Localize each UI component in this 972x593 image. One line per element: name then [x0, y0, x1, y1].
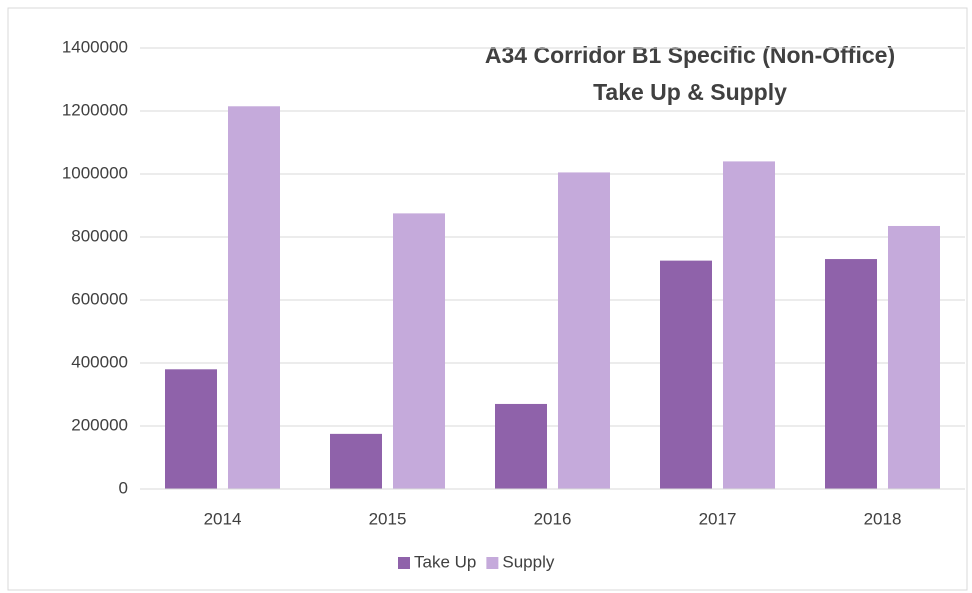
- chart-title: Take Up & Supply: [593, 79, 787, 105]
- bar: [723, 161, 775, 489]
- bar: [825, 259, 877, 489]
- bar: [888, 225, 940, 489]
- y-tick-label: 0: [119, 478, 128, 497]
- bar: [660, 260, 712, 489]
- y-tick-label: 800000: [71, 226, 128, 245]
- legend-label: Supply: [502, 552, 554, 571]
- x-tick-label: 2015: [369, 509, 407, 528]
- bar: [165, 369, 217, 489]
- y-tick-label: 400000: [71, 352, 128, 371]
- y-tick-label: 600000: [71, 289, 128, 308]
- chart-border: [7, 7, 968, 591]
- y-tick-label: 1000000: [62, 163, 128, 182]
- bar: [228, 106, 280, 490]
- legend-swatch: [398, 557, 410, 569]
- y-tick-label: 200000: [71, 415, 128, 434]
- x-tick-label: 2016: [534, 509, 572, 528]
- bar: [330, 433, 382, 489]
- bar: [393, 213, 445, 489]
- legend-label: Take Up: [414, 552, 476, 571]
- bar: [558, 172, 610, 490]
- y-tick-label: 1400000: [62, 37, 128, 56]
- y-tick-label: 1200000: [62, 100, 128, 119]
- chart-title: A34 Corridor B1 Specific (Non-Office): [485, 42, 895, 68]
- bar: [495, 403, 547, 489]
- x-tick-label: 2017: [699, 509, 737, 528]
- legend-swatch: [486, 557, 499, 569]
- x-tick-label: 2014: [204, 509, 242, 528]
- x-tick-label: 2018: [864, 509, 902, 528]
